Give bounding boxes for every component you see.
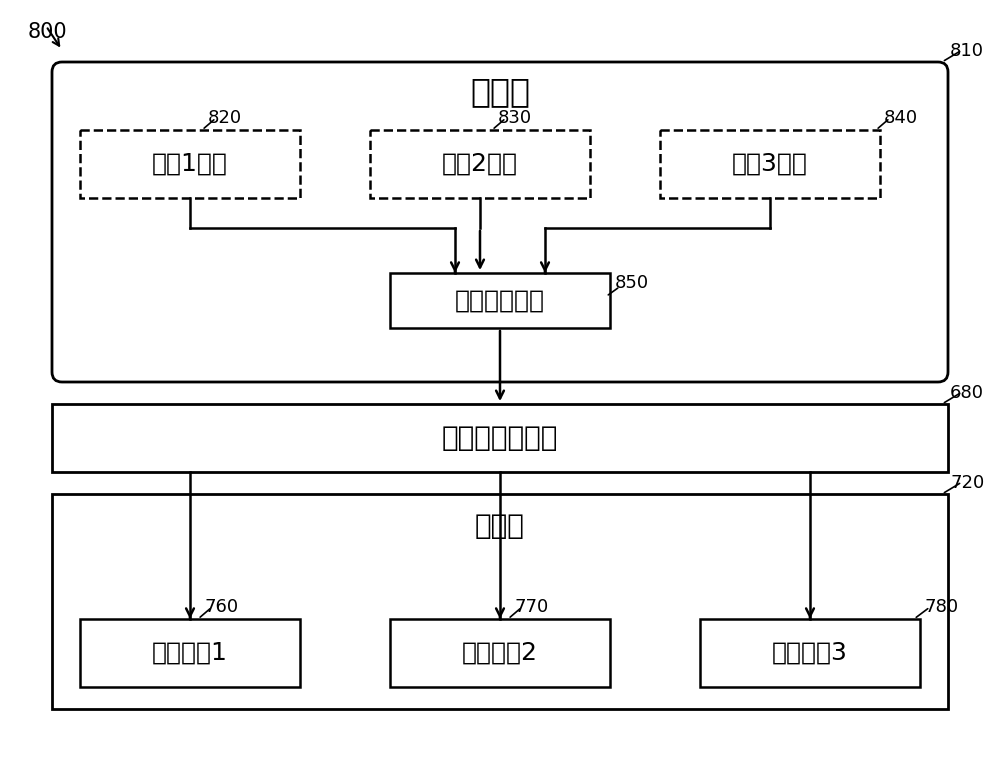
Bar (700, 619, 920, 687)
Text: 810: 810 (950, 42, 984, 60)
Text: 780: 780 (924, 598, 958, 616)
Bar (390, 619, 610, 687)
Text: 680: 680 (950, 384, 984, 402)
Bar (390, 273, 610, 328)
Bar (52, 494, 948, 709)
Bar (660, 130, 880, 198)
Text: 特征2模块: 特征2模块 (442, 152, 518, 176)
Text: 客户端: 客户端 (470, 75, 530, 108)
Text: 集线器客户端: 集线器客户端 (455, 288, 545, 312)
Text: 830: 830 (498, 109, 532, 127)
Text: 后端服务3: 后端服务3 (772, 641, 848, 665)
Text: 850: 850 (615, 274, 649, 292)
Bar (80, 619, 300, 687)
Text: 720: 720 (950, 474, 984, 492)
Text: 眼镜设备集线器: 眼镜设备集线器 (442, 424, 558, 452)
Text: 840: 840 (884, 109, 918, 127)
Text: 服务器: 服务器 (475, 512, 525, 540)
Text: 特征3模块: 特征3模块 (732, 152, 808, 176)
Text: 800: 800 (28, 22, 68, 42)
Text: 820: 820 (208, 109, 242, 127)
Text: 后端服务2: 后端服务2 (462, 641, 538, 665)
Bar (80, 130, 300, 198)
Text: 特征1模块: 特征1模块 (152, 152, 228, 176)
Text: 770: 770 (514, 598, 548, 616)
FancyBboxPatch shape (52, 62, 948, 382)
Text: 760: 760 (204, 598, 238, 616)
Text: 后端服务1: 后端服务1 (152, 641, 228, 665)
Bar (52, 404, 948, 472)
Bar (370, 130, 590, 198)
